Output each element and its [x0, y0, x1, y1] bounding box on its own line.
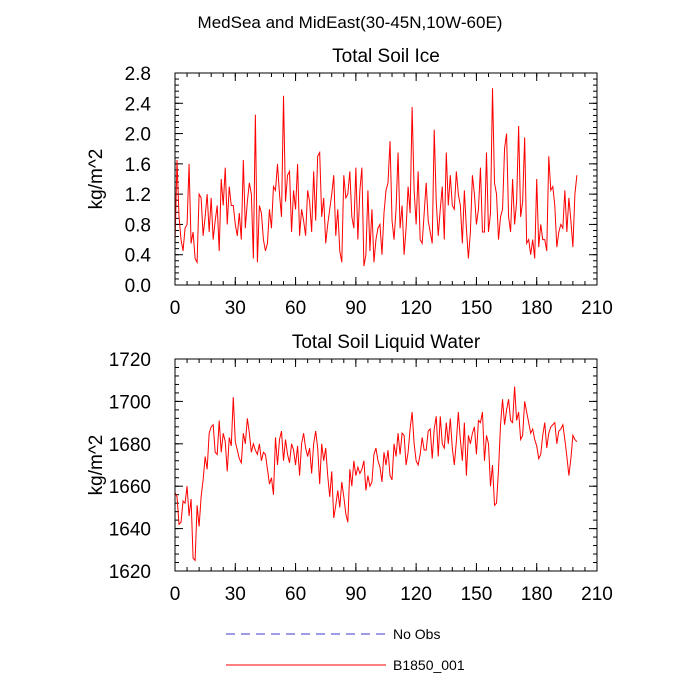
y-tick-label: 1680: [109, 435, 151, 456]
x-tick-label: 90: [345, 298, 366, 319]
x-tick-label: 90: [345, 584, 366, 605]
series-line-b1850-001: [174, 386, 578, 562]
legend: No Obs B1850_001: [226, 626, 465, 673]
legend-label-b1850-001: B1850_001: [393, 657, 465, 673]
y-tick-label: 1660: [109, 477, 151, 498]
x-tick-label: 60: [285, 584, 306, 605]
x-tick-label: 120: [400, 584, 432, 605]
chart-panel-2: Total Soil Liquid Water kg/m^2 0 30 60 90 120 1…: [86, 332, 613, 605]
y-tick-label: 0.8: [125, 215, 151, 236]
x-tick-label: 30: [225, 584, 246, 605]
y-axis-label: kg/m^2: [86, 435, 107, 496]
y-tick-label: 1.6: [125, 155, 151, 176]
x-tick-label: 0: [170, 298, 181, 319]
x-tick-label: 180: [521, 584, 553, 605]
y-tick-label: 1720: [109, 350, 151, 371]
x-tick-label: 0: [170, 584, 181, 605]
x-tick-label: 60: [285, 298, 306, 319]
x-tick-label: 120: [400, 298, 432, 319]
x-tick-label: 210: [581, 298, 613, 319]
legend-label-no-obs: No Obs: [393, 626, 440, 642]
x-tick-label: 150: [461, 298, 493, 319]
y-tick-label: 0.4: [125, 246, 152, 267]
y-tick-label: 2.4: [125, 94, 152, 115]
x-tick-label: 180: [521, 298, 553, 319]
y-axis-label: kg/m^2: [86, 149, 107, 210]
y-tick-label: 1.2: [125, 185, 151, 206]
plot-frame: [174, 358, 598, 572]
y-tick-label: 1700: [109, 392, 151, 413]
x-tick-label: 210: [581, 584, 613, 605]
chart-panel-1: Total Soil Ice kg/m^2 0 30 60 90 120 150 180 210 0…: [86, 46, 613, 319]
y-tick-label: 0.0: [125, 276, 151, 297]
series-line-b1850-001: [174, 88, 578, 267]
y-tick-label: 1620: [109, 562, 151, 583]
chart-title: Total Soil Liquid Water: [292, 332, 481, 353]
chart-panels: Total Soil Ice kg/m^2 0 30 60 90 120 150 180 210 0…: [86, 46, 613, 605]
y-tick-label: 2.0: [125, 125, 151, 146]
y-tick-label: 1640: [109, 520, 151, 541]
x-tick-label: 150: [461, 584, 493, 605]
x-tick-label: 30: [225, 298, 246, 319]
plot-frame: [174, 72, 598, 286]
y-tick-label: 2.8: [125, 64, 151, 85]
figure-title: MedSea and MidEast(30-45N,10W-60E): [198, 13, 503, 32]
chart-title: Total Soil Ice: [332, 46, 440, 67]
